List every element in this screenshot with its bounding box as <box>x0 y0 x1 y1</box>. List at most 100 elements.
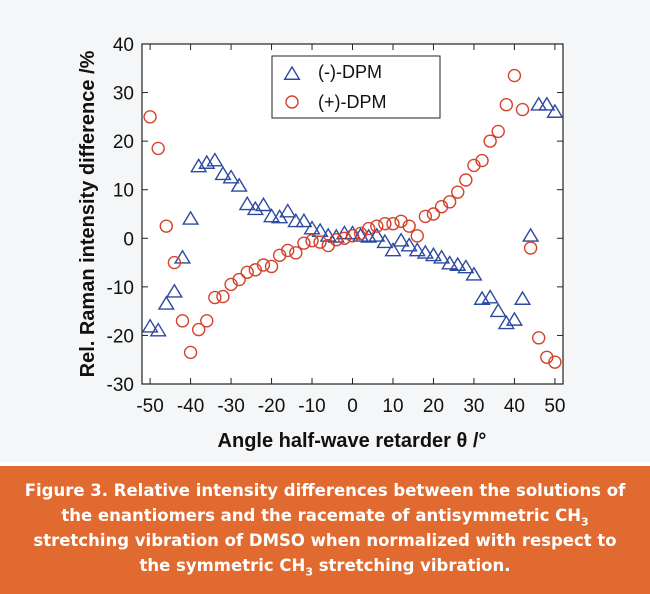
minus-dpm-point <box>522 227 540 242</box>
minus-dpm-point <box>206 152 224 167</box>
minus-dpm-point <box>214 165 232 181</box>
plus-dpm-point <box>329 233 344 247</box>
plus-dpm-point <box>523 241 538 255</box>
caption-text-2: stretching vibration of DMSO when normal… <box>33 531 617 575</box>
plus-dpm-point <box>532 331 546 345</box>
minus-dpm-point <box>368 227 386 242</box>
minus-dpm-point <box>190 158 208 173</box>
plus-dpm-point <box>272 248 287 262</box>
plus-dpm-point <box>361 221 376 236</box>
legend-marker <box>285 95 299 109</box>
data-points <box>141 68 564 369</box>
plus-dpm-point <box>451 185 465 199</box>
minus-dpm-point <box>497 314 515 330</box>
x-tick-label: 20 <box>423 396 444 417</box>
x-tick-label: 30 <box>463 396 484 417</box>
plus-dpm-point <box>418 209 433 224</box>
plus-dpm-point <box>289 246 303 260</box>
minus-dpm-point <box>262 208 281 223</box>
minus-dpm-point <box>181 210 200 225</box>
plus-dpm-point <box>540 350 554 364</box>
minus-dpm-point <box>400 237 418 252</box>
minus-dpm-point <box>432 249 451 264</box>
caption-text-1: Relative intensity differences between t… <box>61 481 626 525</box>
plus-dpm-point <box>143 110 157 124</box>
figure-label: Figure 3. <box>24 481 109 500</box>
legend: (-)-DPM (+)-DPM <box>271 55 441 119</box>
plus-dpm-point <box>159 219 173 233</box>
x-axis-title: Angle half-wave retarder θ /° <box>218 430 487 452</box>
plus-dpm-point <box>208 290 222 305</box>
plus-dpm-point <box>167 255 182 270</box>
x-tick-label: -30 <box>217 396 244 417</box>
minus-dpm-point <box>295 212 313 228</box>
figure-caption: Figure 3. Relative intensity differences… <box>0 466 650 594</box>
plus-dpm-point <box>378 217 392 231</box>
y-tick-label: 20 <box>113 132 134 153</box>
legend-marker <box>283 65 301 80</box>
minus-dpm-point <box>416 244 434 259</box>
plus-dpm-point <box>224 277 238 292</box>
plus-dpm-point <box>232 272 246 287</box>
caption-subscript-2: 3 <box>305 565 313 579</box>
minus-dpm-point <box>513 290 532 305</box>
plus-dpm-point <box>353 226 368 241</box>
plus-dpm-point <box>434 200 449 214</box>
plus-dpm-point <box>248 263 263 277</box>
plus-dpm-point <box>515 102 530 117</box>
plus-dpm-point <box>410 229 424 243</box>
minus-dpm-point <box>481 289 499 304</box>
plus-dpm-point <box>548 355 562 369</box>
plus-dpm-point <box>475 153 489 168</box>
plus-dpm-point <box>240 265 254 279</box>
plus-dpm-point <box>442 195 457 209</box>
minus-dpm-point <box>279 203 297 218</box>
minus-dpm-point <box>327 228 345 243</box>
plus-dpm-point <box>305 234 319 248</box>
minus-dpm-point <box>141 318 159 333</box>
minus-dpm-point <box>303 220 321 235</box>
plus-dpm-point <box>191 322 206 337</box>
minus-dpm-point <box>538 96 556 111</box>
minus-dpm-point <box>173 249 192 264</box>
minus-dpm-point <box>489 302 507 318</box>
plus-dpm-point <box>281 243 295 258</box>
y-tick-label: 40 <box>113 35 134 56</box>
y-tick-label: -10 <box>107 278 134 299</box>
plus-dpm-point <box>426 207 441 221</box>
y-tick-label: -30 <box>107 375 134 396</box>
minus-dpm-point <box>546 103 564 118</box>
legend-label: (+)-DPM <box>318 92 387 112</box>
chart-area: -50 -40 -30 -20 -10 0 10 20 30 40 50 -30 -20 -10 0 10 20… <box>77 35 566 452</box>
minus-dpm-point <box>505 311 524 326</box>
plus-dpm-point <box>337 231 352 245</box>
y-tick-label: 0 <box>123 229 134 250</box>
plus-dpm-point <box>345 229 360 243</box>
x-tick-label: -20 <box>258 396 285 417</box>
minus-dpm-point <box>441 255 459 270</box>
x-tick-label: 0 <box>347 396 358 417</box>
minus-dpm-point <box>246 200 264 216</box>
scatter-chart: -50 -40 -30 -20 -10 0 10 20 30 40 50 -30 -20 -10 0 10 20… <box>77 35 566 452</box>
axis-ticks: -50 -40 -30 -20 -10 0 10 20 30 40 50 -30 -20 -10 0 10 20… <box>107 35 566 417</box>
plus-dpm-point <box>200 314 214 328</box>
x-tick-label: 10 <box>382 396 403 417</box>
minus-dpm-point <box>254 196 273 212</box>
plus-dpm-point <box>507 68 522 83</box>
minus-dpm-point <box>222 169 240 184</box>
plus-dpm-point <box>183 345 198 360</box>
plus-dpm-point <box>483 134 497 148</box>
minus-dpm-point <box>376 233 394 249</box>
minus-dpm-point <box>424 246 443 262</box>
x-tick-label: -50 <box>136 396 163 417</box>
plus-dpm-point <box>313 235 327 249</box>
x-tick-label: 40 <box>504 396 525 417</box>
plus-dpm-point <box>216 289 230 304</box>
x-tick-label: -40 <box>177 396 204 417</box>
minus-dpm-point <box>392 232 410 247</box>
minus-dpm-point <box>465 266 483 281</box>
y-tick-label: 10 <box>113 181 134 202</box>
minus-dpm-point <box>408 242 426 257</box>
legend-label: (-)-DPM <box>318 62 382 82</box>
caption-text-3: stretching vibration. <box>312 556 511 575</box>
